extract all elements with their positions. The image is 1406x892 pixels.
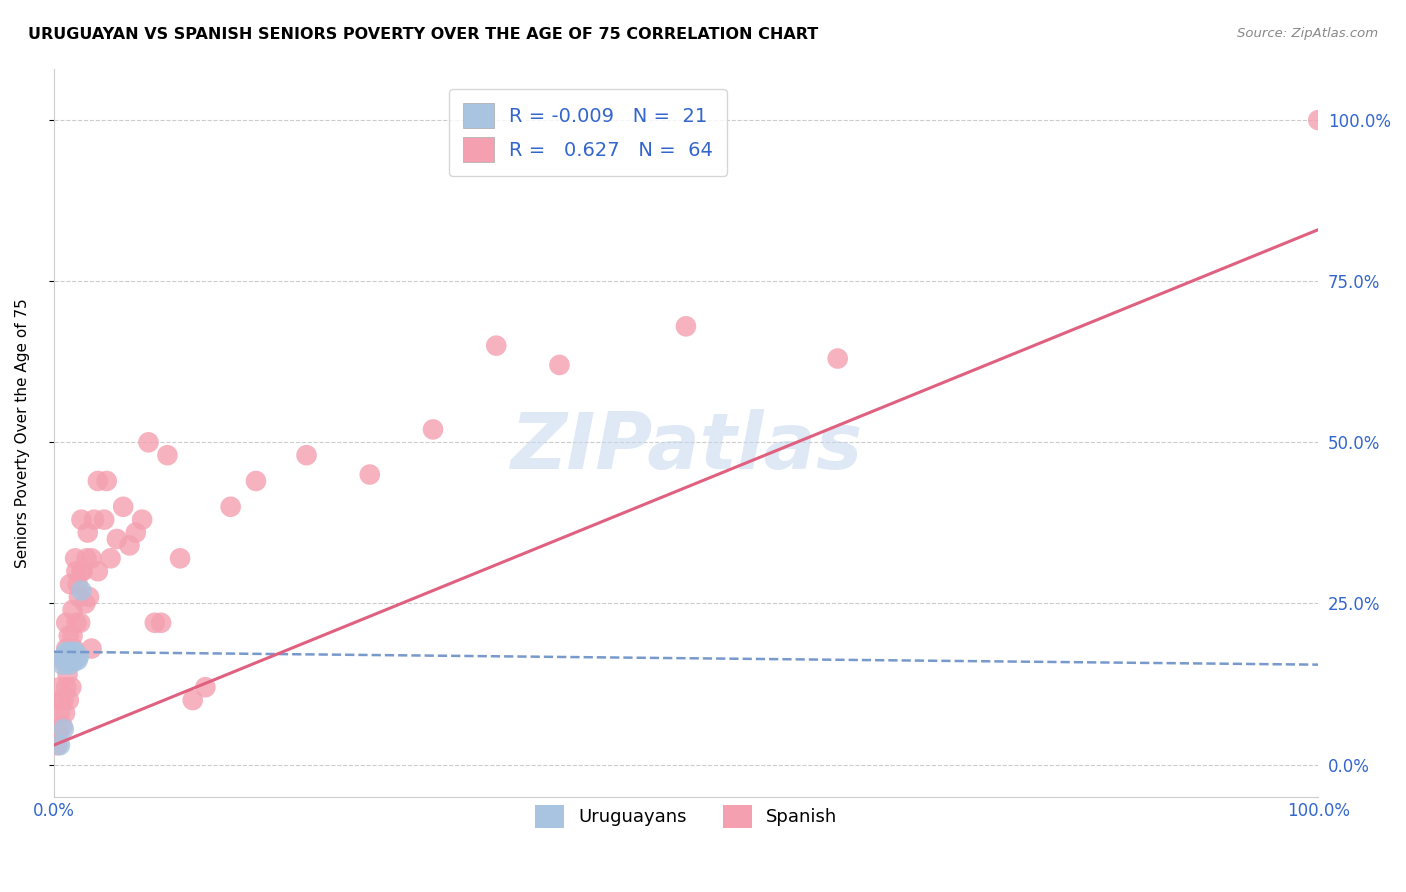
Point <box>55 680 77 694</box>
Point <box>56 667 79 681</box>
Point <box>295 448 318 462</box>
Point <box>52 655 75 669</box>
Point <box>52 722 75 736</box>
Point <box>65 615 87 630</box>
Point <box>96 474 118 488</box>
Point <box>105 532 128 546</box>
Point <box>58 648 80 662</box>
Point <box>62 645 84 659</box>
Point <box>70 513 93 527</box>
Point <box>219 500 242 514</box>
Legend: Uruguayans, Spanish: Uruguayans, Spanish <box>527 797 845 835</box>
Point <box>72 564 94 578</box>
Point <box>80 641 103 656</box>
Point <box>181 693 204 707</box>
Point <box>66 577 89 591</box>
Point <box>675 319 697 334</box>
Point <box>63 551 86 566</box>
Point <box>60 647 83 661</box>
Point <box>53 648 76 662</box>
Point <box>150 615 173 630</box>
Point <box>76 525 98 540</box>
Point <box>194 680 217 694</box>
Point <box>143 615 166 630</box>
Point <box>51 719 73 733</box>
Point <box>169 551 191 566</box>
Point <box>87 564 110 578</box>
Point <box>56 649 79 664</box>
Point <box>485 338 508 352</box>
Point <box>827 351 849 366</box>
Point <box>67 590 90 604</box>
Point <box>59 651 82 665</box>
Point <box>548 358 571 372</box>
Point <box>59 657 82 672</box>
Point <box>51 657 73 672</box>
Point <box>63 655 86 669</box>
Text: Source: ZipAtlas.com: Source: ZipAtlas.com <box>1237 27 1378 40</box>
Point <box>76 551 98 566</box>
Point <box>87 474 110 488</box>
Point <box>70 583 93 598</box>
Text: URUGUAYAN VS SPANISH SENIORS POVERTY OVER THE AGE OF 75 CORRELATION CHART: URUGUAYAN VS SPANISH SENIORS POVERTY OVE… <box>28 27 818 42</box>
Point <box>49 706 72 720</box>
Point <box>83 513 105 527</box>
Point <box>100 551 122 566</box>
Point <box>55 615 77 630</box>
Point <box>112 500 135 514</box>
Point <box>125 525 148 540</box>
Point <box>62 629 84 643</box>
Point <box>48 725 70 739</box>
Point <box>51 693 73 707</box>
Point <box>49 680 72 694</box>
Point <box>62 603 84 617</box>
Point <box>52 651 75 665</box>
Point <box>359 467 381 482</box>
Point <box>80 551 103 566</box>
Point <box>138 435 160 450</box>
Point <box>422 422 444 436</box>
Point <box>58 647 80 661</box>
Point <box>65 564 87 578</box>
Point <box>63 645 86 659</box>
Point <box>46 738 69 752</box>
Point <box>156 448 179 462</box>
Point <box>63 641 86 656</box>
Point <box>66 653 89 667</box>
Point <box>1308 113 1330 128</box>
Point <box>118 538 141 552</box>
Point <box>55 645 77 659</box>
Point <box>67 649 90 664</box>
Point <box>52 693 75 707</box>
Point <box>77 590 100 604</box>
Point <box>59 655 82 669</box>
Point <box>55 655 77 669</box>
Point <box>53 706 76 720</box>
Point <box>62 648 84 662</box>
Point <box>70 564 93 578</box>
Text: ZIPatlas: ZIPatlas <box>510 409 862 485</box>
Point <box>49 738 72 752</box>
Point <box>58 629 80 643</box>
Point <box>60 680 83 694</box>
Point <box>69 615 91 630</box>
Point <box>55 641 77 656</box>
Point <box>59 577 82 591</box>
Point <box>93 513 115 527</box>
Point <box>245 474 267 488</box>
Point <box>131 513 153 527</box>
Y-axis label: Seniors Poverty Over the Age of 75: Seniors Poverty Over the Age of 75 <box>15 298 30 567</box>
Point <box>65 651 87 665</box>
Point <box>75 597 97 611</box>
Point <box>58 693 80 707</box>
